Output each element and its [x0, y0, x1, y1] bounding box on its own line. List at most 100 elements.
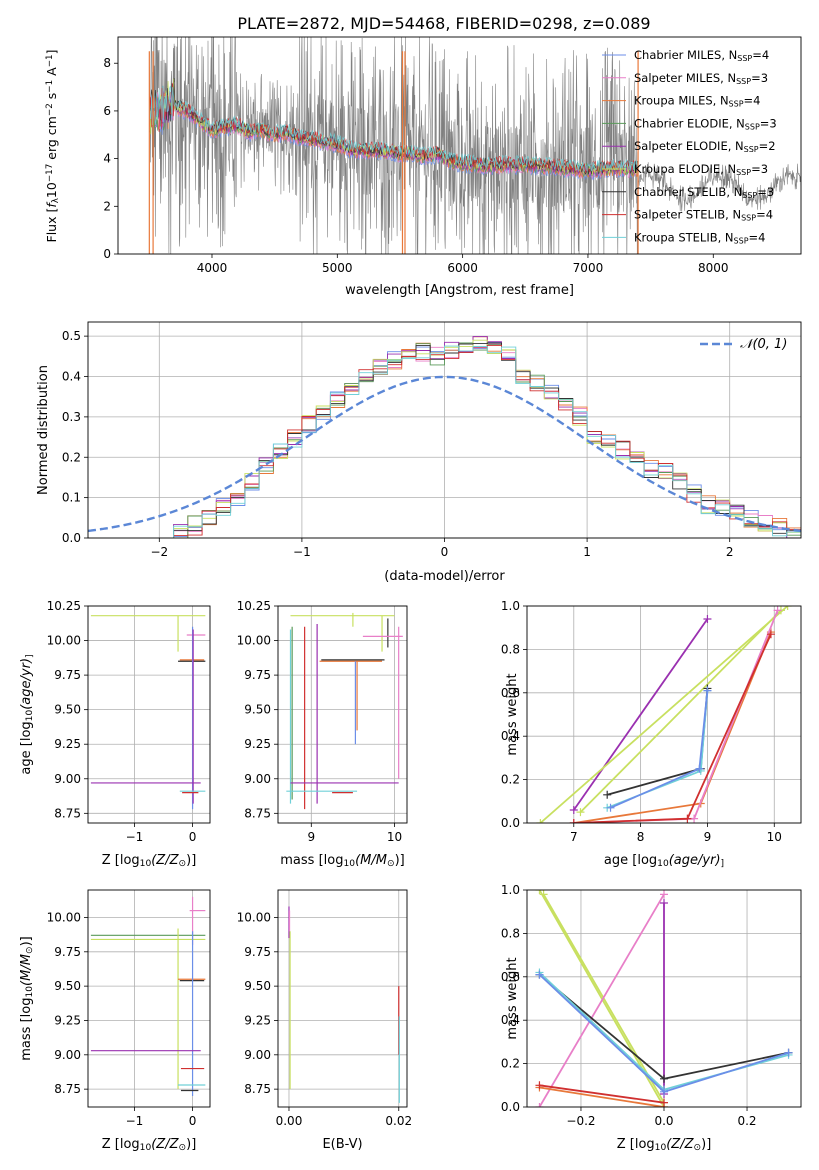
y-tick-label: 0.4 [62, 370, 81, 384]
weight-marker [569, 805, 578, 814]
histogram-8 [173, 345, 801, 538]
y-tick-label: 8.75 [244, 806, 271, 820]
y-tick-label: 8.75 [54, 1082, 81, 1096]
legend-subscript: SSP [734, 236, 749, 245]
y-tick-label: 6 [103, 104, 111, 118]
weight-marker [660, 890, 668, 899]
weight-marker [535, 1103, 544, 1107]
y-axis-label-part: −2 [45, 103, 55, 116]
y-tick-label: 4 [103, 152, 111, 166]
x-tick-label: 0.2 [737, 1114, 756, 1128]
x-axis-label-part: 10 [343, 859, 355, 869]
y-tick-label: 10.00 [237, 910, 271, 924]
y-axis-label-part: ] [44, 50, 59, 55]
legend-subscript: SSP [737, 54, 752, 63]
weight-marker [660, 899, 668, 908]
x-axis-label-part: mass [ [280, 853, 323, 868]
x-tick-label: −2 [150, 545, 168, 559]
x-tick-label: −1 [126, 1114, 144, 1128]
weight-marker [660, 1074, 668, 1083]
y-tick-label: 1.0 [501, 883, 520, 897]
x-axis-label-part: (Z/Z [151, 853, 179, 868]
axes-spectrum: 4000 5000 6000 7000 8000 0 2 4 6 8 Chabrier MILES,… [44, 36, 802, 298]
legend-text: Kroupa MILES, N [634, 94, 729, 108]
y-axis-label-part: log [19, 721, 34, 741]
x-axis-label-part: log [120, 1137, 140, 1152]
x-tick-label: 10 [767, 830, 782, 844]
weight-marker [766, 630, 775, 639]
axes-mass-vs-ebv: 0.00 0.02 8.75 9.00 9.25 9.50 9.75 10.00 E(B-V) [237, 889, 412, 1152]
y-tick-label: 2 [103, 199, 111, 213]
plot-area-mass-vs-ebv [288, 906, 400, 1103]
x-axis-label: E(B-V) [322, 1137, 362, 1152]
y-tick-label: 9.00 [54, 1048, 81, 1062]
weight-series-0 [573, 618, 709, 811]
y-axis-label-part: λ [51, 198, 61, 203]
legend-text: Kroupa ELODIE, N [634, 162, 736, 176]
weight-marker [536, 819, 545, 823]
x-axis-label: Z [log10(Z/Z⊙)] [102, 1137, 197, 1153]
axes-frame [87, 889, 211, 1108]
legend-text: Salpeter MILES, N [634, 71, 736, 85]
y-axis-label-part: 10 [25, 986, 35, 998]
x-tick-label: 9 [307, 830, 315, 844]
y-tick-label: 0.0 [501, 816, 520, 830]
x-axis-label-part: Z [ [102, 853, 120, 868]
y-tick-label: 10.25 [237, 599, 271, 613]
y-tick-label: 9.25 [244, 1013, 271, 1027]
legend-text: =4 [756, 208, 773, 222]
legend-entry: Kroupa MILES, NSSP=4 [634, 94, 760, 109]
y-tick-label: 10.25 [47, 599, 81, 613]
y-tick-label: 0.0 [501, 1100, 520, 1114]
y-axis-label-part: )] [19, 936, 34, 946]
x-axis-label-part: )] [186, 1137, 196, 1152]
y-tick-label: 9.50 [244, 703, 271, 717]
legend-subscript: SSP [736, 77, 751, 86]
x-tick-label: 0.02 [385, 1114, 412, 1128]
plot-area-weight-vs-age [536, 606, 792, 823]
y-tick-label: 0.4 [501, 729, 520, 743]
legend-text: =3 [757, 185, 774, 199]
legend-subscript: SSP [745, 122, 760, 131]
axes-frame [87, 605, 211, 824]
weight-marker [569, 819, 578, 823]
axes-weight-vs-Z: −0.2 0.0 0.2 0.0 0.2 0.4 0.6 0.8 1.0 Z [log10(Z/Z… [501, 883, 802, 1153]
x-axis-label-part: log [637, 853, 657, 868]
x-tick-label: 9 [704, 830, 712, 844]
x-axis-label-part: age [ [604, 853, 637, 868]
weight-series-8 [539, 1084, 665, 1104]
y-axis-label-part: age [ [19, 741, 34, 774]
x-axis-label-part: ⊙ [179, 859, 187, 869]
x-tick-label: 7 [570, 830, 578, 844]
x-tick-label: 0 [189, 830, 197, 844]
legend-subscript: SSP [741, 214, 756, 223]
legend-entry: Chabrier MILES, NSSP=4 [634, 48, 769, 63]
model-spectrum-8 [148, 85, 639, 173]
y-tick-label: 9.25 [54, 1013, 81, 1027]
model-spectrum-6 [148, 77, 639, 175]
x-tick-label: 0 [189, 1114, 197, 1128]
axes-frame [277, 605, 408, 824]
y-tick-label: 9.50 [244, 979, 271, 993]
y-axis-label-part: A [44, 67, 59, 80]
x-axis-label-part: (Z/Z [666, 1137, 694, 1152]
y-tick-label: 1.0 [501, 599, 520, 613]
x-axis-label: (data-model)/error [384, 569, 505, 584]
y-tick-label: 0.3 [62, 410, 81, 424]
legend-entry: 𝒩(0, 1) [740, 337, 787, 352]
legend-entry: Salpeter ELODIE, NSSP=2 [634, 139, 776, 154]
x-tick-label: 4000 [197, 261, 228, 275]
y-tick-label: 8.75 [54, 806, 81, 820]
axes-frame [117, 36, 802, 255]
weight-marker [703, 615, 712, 624]
y-axis-label-part: f [44, 202, 59, 208]
weight-series-7 [539, 1086, 665, 1107]
y-tick-label: 0.1 [62, 491, 81, 505]
axes-frame [526, 889, 802, 1108]
weight-marker [773, 606, 782, 615]
x-axis-label-part: 10 [657, 859, 669, 869]
x-tick-label: 2 [726, 545, 734, 559]
x-tick-label: 6000 [447, 261, 478, 275]
legend-subscript: SSP [729, 100, 744, 109]
